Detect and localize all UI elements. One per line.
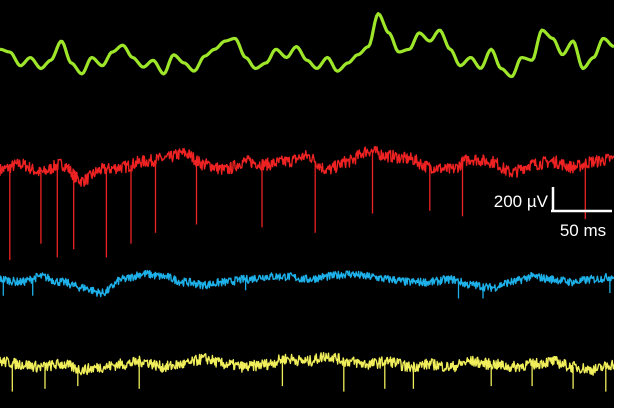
trace-3: [0, 269, 614, 298]
trace-4: [0, 352, 614, 376]
trace-1: [0, 12, 614, 79]
traces-group: [0, 12, 614, 392]
scale-bar-amplitude-label: 200 µV: [494, 192, 549, 211]
trace-2: [0, 145, 614, 187]
scale-bar: 200 µV 50 ms: [494, 187, 612, 240]
scale-bar-time-label: 50 ms: [560, 221, 606, 240]
